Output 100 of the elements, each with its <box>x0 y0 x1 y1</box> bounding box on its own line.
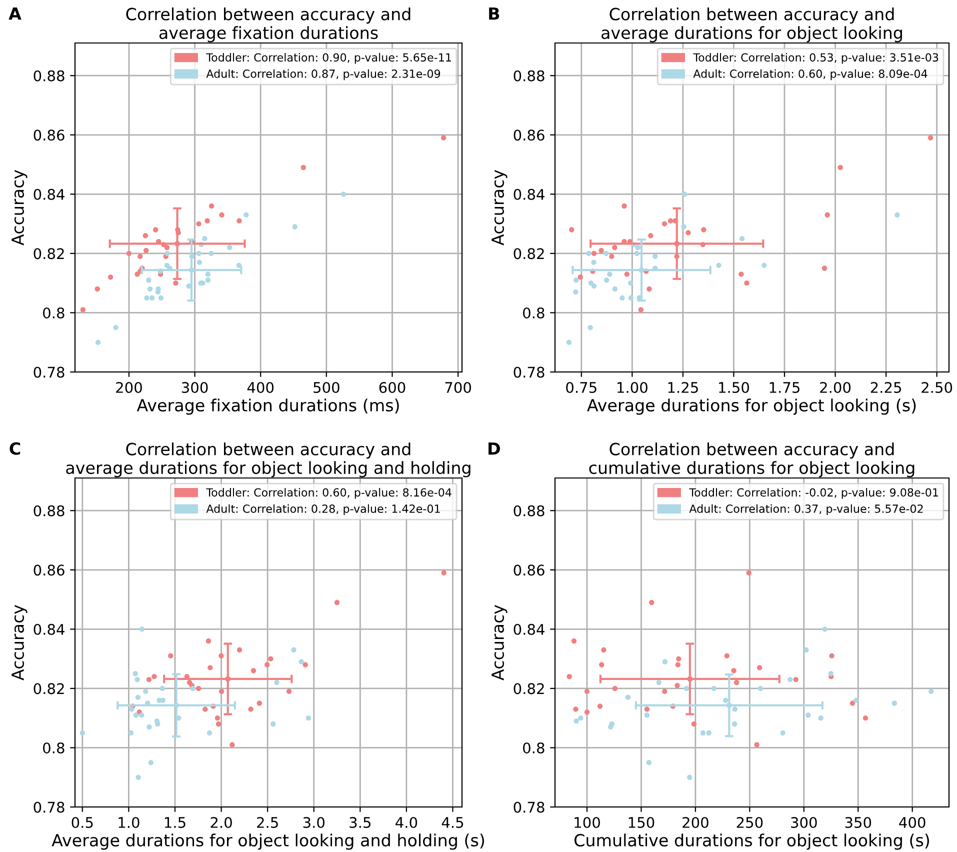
point <box>646 760 652 766</box>
point <box>573 289 578 295</box>
x-axis-title: Average durations for object looking (s) <box>587 398 916 415</box>
point <box>674 682 680 688</box>
point <box>236 647 242 653</box>
point <box>928 688 934 694</box>
x-tick-label: 2.25 <box>870 382 902 394</box>
point <box>440 135 446 140</box>
point <box>706 730 712 736</box>
chart-title: Correlation between accuracy and average durations for object looking <box>602 8 902 42</box>
point <box>822 626 828 632</box>
point <box>300 164 306 170</box>
point <box>762 262 767 268</box>
x-tick-label: 1.00 <box>618 382 648 394</box>
point <box>208 250 214 256</box>
point <box>574 718 579 724</box>
point <box>599 662 604 668</box>
point <box>620 295 625 300</box>
x-tick-label: 200 <box>682 816 708 828</box>
point <box>854 698 859 703</box>
point <box>168 653 174 658</box>
chart-title: Correlation between accuracy and average fixation durations <box>126 8 410 42</box>
point <box>126 250 132 256</box>
point <box>202 706 208 712</box>
point <box>230 742 235 748</box>
point <box>732 721 738 727</box>
point <box>793 676 798 682</box>
point <box>218 653 224 658</box>
point <box>756 665 762 670</box>
point <box>687 676 693 682</box>
point <box>216 721 222 727</box>
point <box>174 702 180 708</box>
x-axis-title: Average durations for object looking and holding (s) <box>52 834 484 850</box>
point <box>94 286 100 292</box>
point <box>566 674 572 680</box>
point <box>152 674 157 680</box>
point <box>754 742 760 748</box>
point <box>648 233 654 238</box>
point <box>635 244 640 250</box>
point <box>607 272 612 277</box>
point <box>134 676 140 682</box>
y-tick-label: 0.84 <box>514 624 544 635</box>
point <box>724 653 730 658</box>
point <box>739 236 745 242</box>
y-tick-label: 0.84 <box>34 624 64 635</box>
point <box>780 730 786 736</box>
y-tick-label: 0.82 <box>514 683 544 694</box>
point <box>726 702 732 708</box>
y-tick-label: 0.78 <box>514 802 544 813</box>
legend-label: Toddler: Correlation: 0.53, p-value: 3.51e-03 <box>693 53 938 64</box>
text: D <box>488 442 500 455</box>
point <box>132 671 138 676</box>
y-tick-label: 0.8 <box>43 742 64 754</box>
point <box>147 286 153 292</box>
point <box>173 280 178 286</box>
point <box>603 250 609 256</box>
point <box>732 706 738 712</box>
x-tick-label: 2.0 <box>210 816 232 828</box>
point <box>788 676 793 682</box>
x-tick-label: 2.50 <box>922 382 952 394</box>
legend-label: Toddler: Correlation: 0.90, p-value: 5.65e-11 <box>206 53 451 64</box>
point <box>681 224 686 230</box>
point <box>738 272 744 277</box>
point <box>604 278 610 283</box>
point <box>806 712 811 718</box>
point <box>598 248 604 254</box>
point <box>164 250 170 256</box>
point <box>566 340 572 345</box>
point <box>291 647 296 653</box>
point <box>80 730 86 736</box>
point <box>586 250 592 256</box>
point <box>758 686 764 692</box>
legend-label: Toddler: Correlation: -0.02, p-value: 9.08e-01 <box>689 488 938 499</box>
point <box>628 280 634 286</box>
chart-title: Correlation between accuracy and average durations for object looking and holding <box>66 442 470 478</box>
point <box>196 686 202 692</box>
point <box>135 694 141 700</box>
x-tick-label: 1.75 <box>770 382 800 394</box>
point <box>656 680 662 686</box>
point <box>622 203 627 209</box>
x-tick-label: 700 <box>445 382 471 394</box>
point <box>818 715 824 721</box>
y-tick-label: 0.82 <box>34 683 64 694</box>
legend-label: Adult: Correlation: 0.60, p-value: 8.09e-04 <box>693 69 928 80</box>
point <box>824 212 830 218</box>
point <box>608 724 614 730</box>
point <box>144 295 150 300</box>
x-axis-title: Cumulative durations for object looking (s) <box>574 834 929 850</box>
point <box>95 340 101 345</box>
point <box>236 218 242 224</box>
point <box>164 244 170 250</box>
point <box>244 212 249 218</box>
point <box>227 244 232 250</box>
x-tick-label: 2.00 <box>820 382 851 394</box>
y-tick-label: 0.82 <box>514 248 544 260</box>
y-tick-label: 0.82 <box>34 248 64 260</box>
x-tick-label: 1.25 <box>668 382 698 394</box>
point <box>644 706 650 712</box>
point <box>928 135 934 140</box>
point <box>174 240 180 246</box>
